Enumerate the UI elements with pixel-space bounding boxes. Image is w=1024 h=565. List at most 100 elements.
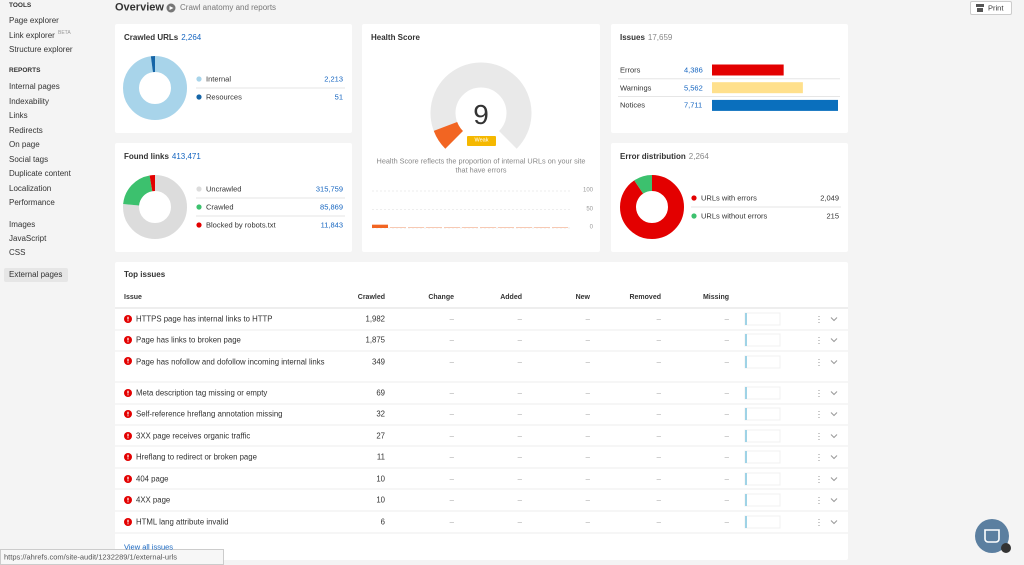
- nav-item[interactable]: Links: [9, 111, 28, 121]
- legend-value: 2,049: [820, 193, 839, 203]
- cell: –: [656, 517, 661, 527]
- trend-bar: [745, 473, 747, 485]
- issue-name[interactable]: HTTPS page has internal links to HTTP: [136, 314, 273, 324]
- history-placeholder: [408, 227, 424, 228]
- cell: 11: [376, 452, 385, 462]
- beta-badge: BETA: [58, 30, 71, 36]
- nav-item[interactable]: Redirects: [9, 125, 43, 135]
- cell: 32: [376, 409, 385, 419]
- cell: –: [449, 388, 454, 398]
- nav-item[interactable]: Performance: [9, 198, 55, 208]
- chat-button[interactable]: [975, 519, 1009, 553]
- legend-dot: [196, 204, 202, 210]
- history-placeholder: [444, 227, 460, 228]
- legend-dot: [196, 222, 202, 228]
- cell: –: [517, 431, 522, 441]
- legend-label: URLs without errors: [701, 211, 768, 221]
- cell: –: [724, 409, 729, 419]
- column-header: Issue: [124, 293, 142, 301]
- cell: –: [517, 357, 522, 367]
- cell: –: [724, 517, 729, 527]
- issue-name[interactable]: Meta description tag missing or empty: [136, 388, 268, 398]
- nav-item[interactable]: Page explorer: [9, 16, 59, 26]
- issue-value: 7,711: [684, 100, 703, 110]
- cell: –: [449, 314, 454, 324]
- health-description: Health Score reflects the proportion of …: [376, 156, 586, 174]
- issue-name[interactable]: 4XX page: [136, 495, 171, 505]
- cell: –: [656, 495, 661, 505]
- cell: –: [656, 452, 661, 462]
- issue-name[interactable]: Page has links to broken page: [136, 335, 241, 345]
- cell: –: [517, 495, 522, 505]
- cell: –: [656, 431, 661, 441]
- legend-label: Internal: [206, 74, 232, 84]
- issue-name[interactable]: Page has nofollow and dofollow incoming …: [136, 357, 325, 367]
- view-all-link[interactable]: View all issues: [124, 542, 174, 552]
- donut-segment: [123, 175, 187, 239]
- row-expand[interactable]: [830, 434, 838, 439]
- legend-dot: [691, 213, 697, 219]
- cell: –: [724, 431, 729, 441]
- row-expand[interactable]: [830, 520, 838, 525]
- cell: –: [585, 357, 590, 367]
- row-expand[interactable]: [830, 498, 838, 503]
- column-header: Added: [500, 293, 522, 301]
- column-header: Removed: [629, 293, 661, 301]
- card-title: Health Score: [371, 33, 420, 43]
- nav-item[interactable]: Structure explorer: [9, 45, 73, 55]
- cell: –: [724, 335, 729, 345]
- history-placeholder: [390, 227, 406, 228]
- column-header: Crawled: [357, 293, 385, 301]
- history-placeholder: [480, 227, 496, 228]
- legend-label: Resources: [206, 92, 242, 102]
- cell: 1,982: [365, 314, 385, 324]
- nav-item[interactable]: Link explorer: [9, 30, 55, 40]
- nav-item[interactable]: CSS: [9, 248, 26, 258]
- legend-label: Blocked by robots.txt: [206, 220, 276, 230]
- legend-value: 215: [826, 211, 839, 221]
- nav-item[interactable]: Images: [9, 220, 36, 230]
- y-tick-label: 0: [589, 224, 593, 231]
- gauge-value: [433, 121, 464, 149]
- row-expand[interactable]: [830, 477, 838, 482]
- nav-item[interactable]: Duplicate content: [9, 169, 71, 179]
- history-bar: [372, 224, 388, 228]
- issue-name[interactable]: 3XX page receives organic traffic: [136, 431, 251, 441]
- issue-name[interactable]: Self-reference hreflang annotation missi…: [136, 409, 283, 419]
- cell: –: [656, 357, 661, 367]
- section-title: REPORTS: [9, 67, 41, 75]
- issue-name[interactable]: Hreflang to redirect or broken page: [136, 452, 257, 462]
- cell: –: [449, 357, 454, 367]
- trend-box: [744, 333, 781, 347]
- trend-box: [744, 407, 781, 421]
- nav-item[interactable]: External pages: [9, 270, 63, 280]
- cell: –: [517, 474, 522, 484]
- row-expand[interactable]: [830, 391, 838, 396]
- nav-item[interactable]: On page: [9, 140, 40, 150]
- history-placeholder: [552, 227, 568, 228]
- cell: –: [585, 452, 590, 462]
- column-header: Missing: [702, 293, 729, 301]
- row-expand[interactable]: [830, 455, 838, 460]
- nav-item[interactable]: Localization: [9, 183, 52, 193]
- nav-item[interactable]: Social tags: [9, 154, 49, 164]
- row-expand[interactable]: [830, 360, 838, 365]
- card-title: Error distribution 2,264: [620, 152, 709, 162]
- history-placeholder: [516, 227, 532, 228]
- cell: –: [724, 314, 729, 324]
- cell: –: [449, 431, 454, 441]
- row-expand[interactable]: [830, 317, 838, 322]
- row-expand[interactable]: [830, 338, 838, 343]
- cell: –: [724, 388, 729, 398]
- nav-item[interactable]: JavaScript: [9, 234, 47, 244]
- gauge-track: [430, 62, 532, 149]
- nav-item[interactable]: Indexability: [9, 96, 50, 106]
- print-label[interactable]: Print: [988, 3, 1004, 13]
- card-title: Top issues: [124, 270, 166, 280]
- row-expand[interactable]: [830, 412, 838, 417]
- card-total: 2,264: [181, 33, 202, 43]
- nav-item[interactable]: Internal pages: [9, 82, 60, 92]
- issue-name[interactable]: 404 page: [136, 474, 169, 484]
- issue-name[interactable]: HTML lang attribute invalid: [136, 517, 229, 527]
